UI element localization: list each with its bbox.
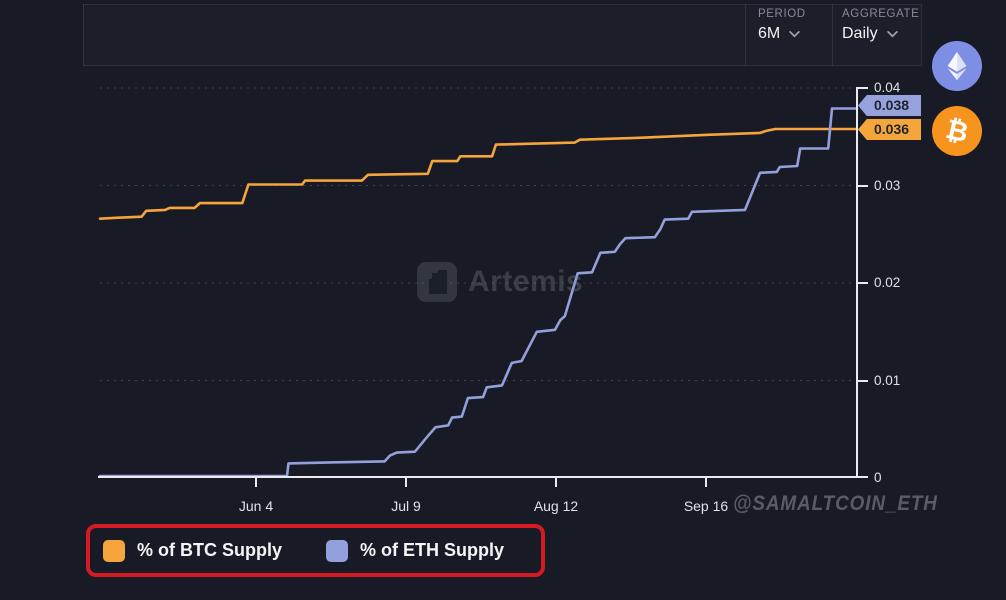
period-dropdown[interactable]: PERIOD 6M [758,8,828,62]
y-axis-label: 0.04 [874,80,901,95]
btc-value-tag: 0.036 [858,119,921,140]
eth-value-tag: 0.038 [858,95,921,116]
artemis-watermark-text: Artemis [468,265,584,298]
bitcoin-icon[interactable]: ₿ [932,106,982,156]
toolbar-divider [832,4,833,66]
x-axis-label: Jun 4 [238,498,274,514]
y-axis-label: 0 [874,470,882,485]
btc-legend-label: % of BTC Supply [137,540,282,560]
x-axis-label: Sep 16 [683,498,729,514]
eth-legend-swatch [326,539,348,562]
chart-plot[interactable] [98,87,859,478]
artemis-watermark: Artemis [417,262,583,302]
twitter-handle-watermark: @SAMALTCOIN_ETH [733,492,938,515]
toolbar-divider [921,4,922,66]
ethereum-logo-icon [947,51,967,81]
y-axis-tick [856,87,868,89]
period-dropdown-label: PERIOD [758,8,806,20]
eth-legend-label: % of ETH Supply [360,540,504,560]
bitcoin-symbol: ₿ [942,113,972,149]
btc-legend-swatch [103,539,125,562]
artemis-logo-icon [417,262,457,302]
legend-highlight-box: % of BTC Supply % of ETH Supply [86,524,545,577]
y-axis-tick [856,476,868,478]
y-axis-label: 0.02 [874,275,901,290]
toolbar-divider [745,4,746,66]
toolbar-divider [83,4,84,66]
x-axis-tick [705,478,707,487]
legend-item-eth[interactable]: % of ETH Supply [326,539,504,562]
x-axis-line [98,476,857,478]
y-axis-tick [856,282,868,284]
y-axis-tick [856,380,868,382]
x-axis-tick [555,478,557,487]
x-axis-label: Jul 9 [391,498,421,514]
y-axis-label: 0.03 [874,178,901,193]
period-dropdown-value: 6M [758,25,781,42]
x-axis-tick [405,478,407,487]
x-axis-tick [255,478,257,487]
aggregate-dropdown-value: Daily [842,25,878,42]
chevron-down-icon [886,30,898,37]
ethereum-icon[interactable] [932,41,982,91]
y-axis-label: 0.01 [874,373,901,388]
toolbar [83,4,921,66]
y-axis-tick [856,185,868,187]
x-axis-label: Aug 12 [533,498,579,514]
chevron-down-icon [789,30,800,37]
aggregate-dropdown[interactable]: AGGREGATE Daily [842,8,920,62]
aggregate-dropdown-label: AGGREGATE [842,8,920,20]
legend-item-btc[interactable]: % of BTC Supply [103,539,282,562]
